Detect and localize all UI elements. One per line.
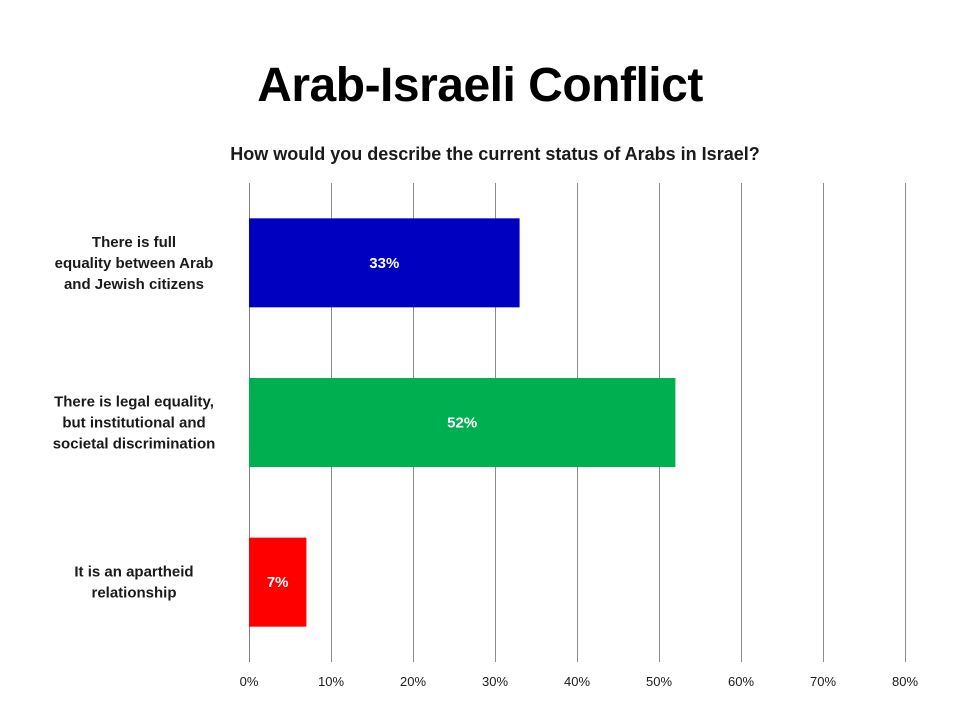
category-label-line: relationship — [91, 585, 176, 602]
chart-title: How would you describe the current statu… — [230, 144, 760, 164]
x-tick-label: 70% — [810, 674, 836, 689]
bar — [249, 537, 307, 627]
category-label: There is legal equality, but institutiona… — [53, 394, 216, 453]
x-tick-label: 30% — [482, 674, 508, 689]
x-tick-label: 50% — [646, 674, 672, 689]
category-label: There is full equality between Arab and Je… — [55, 234, 214, 293]
category-label-line: There is legal equality, — [54, 394, 214, 411]
x-tick-label: 60% — [728, 674, 754, 689]
category-label-line: equality between Arab — [55, 255, 214, 272]
x-tick-label: 10% — [318, 674, 344, 689]
x-axis-ticks: 0% 10% 20% 30% 40% 50% 60% 70% 80% — [240, 674, 919, 689]
category-label-line: There is full — [92, 234, 176, 251]
bar-value-label: 52% — [447, 415, 477, 432]
category-label-line: and Jewish citizens — [64, 276, 204, 293]
x-tick-label: 0% — [240, 674, 259, 689]
x-tick-label: 80% — [892, 674, 918, 689]
category-label-line: It is an apartheid — [74, 564, 193, 581]
slide-title: Arab-Israeli Conflict — [257, 59, 703, 112]
x-tick-label: 20% — [400, 674, 426, 689]
x-tick-label: 40% — [564, 674, 590, 689]
category-label-line: societal discrimination — [53, 436, 216, 453]
bar — [249, 378, 676, 467]
bar — [249, 218, 520, 308]
bar-value-label: 33% — [369, 255, 399, 272]
category-label-line: but institutional and — [62, 415, 205, 432]
category-labels: There is full equality between Arab and Je… — [53, 234, 216, 602]
bar-value-label: 7% — [267, 574, 289, 591]
category-label: It is an apartheid relationship — [74, 564, 193, 602]
bars: 33% 52% 7% — [249, 218, 676, 627]
